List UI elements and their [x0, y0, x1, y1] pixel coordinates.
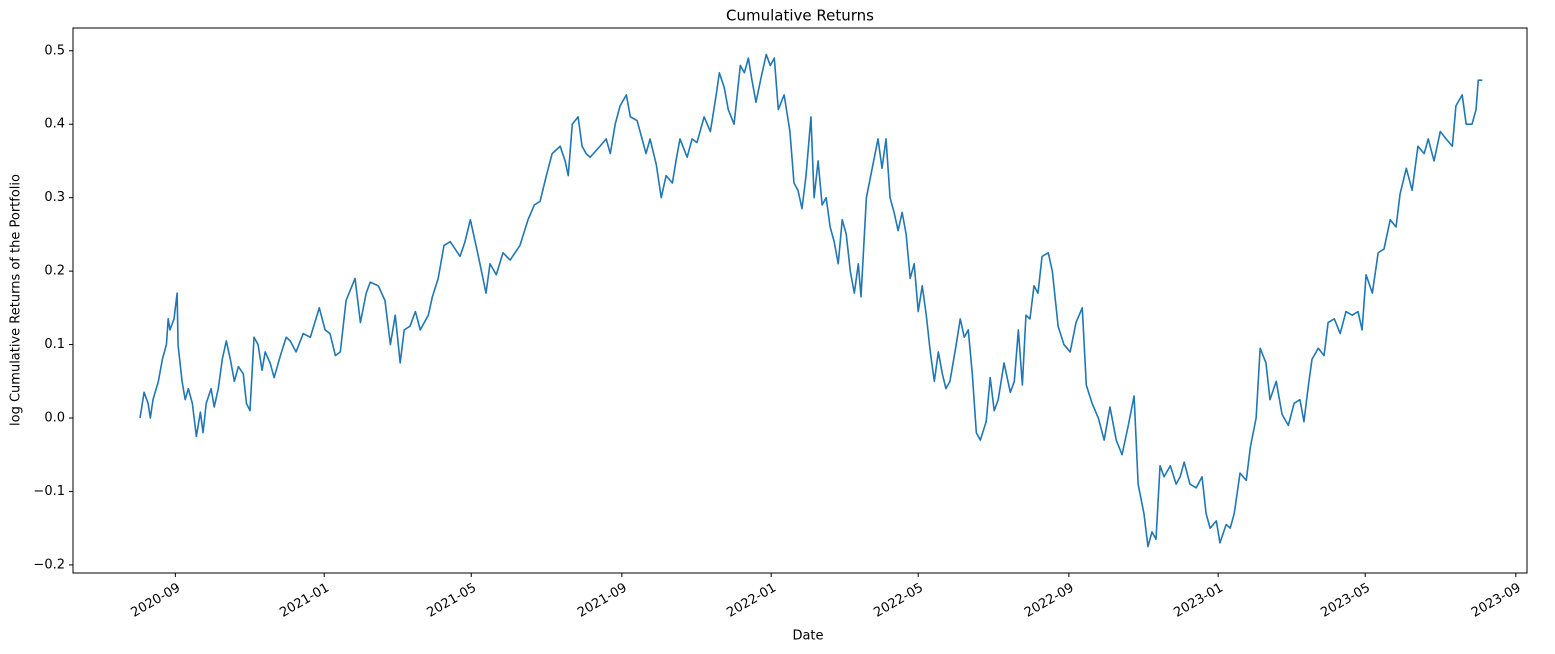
x-tick-label: 2021-05 [424, 581, 479, 621]
x-tick-label: 2023-01 [1171, 581, 1226, 621]
y-tick-label: 0.0 [44, 411, 65, 426]
x-axis-label: Date [792, 629, 823, 644]
x-tick-label: 2022-09 [1022, 581, 1077, 621]
y-tick-label: 0.3 [44, 190, 65, 205]
y-axis-label: log Cumulative Returns of the Portfolio [9, 174, 24, 426]
y-tick-label: −0.1 [33, 484, 65, 499]
plot-frame [72, 27, 1528, 574]
x-tick-label: 2023-09 [1469, 581, 1524, 621]
y-tick-label: −0.2 [33, 557, 65, 572]
x-tick-label: 2021-01 [277, 581, 332, 621]
x-tick-label: 2022-01 [724, 581, 779, 621]
data-line [139, 53, 1483, 548]
x-tick-label: 2021-09 [575, 581, 630, 621]
x-tick-label: 2022-05 [871, 581, 926, 621]
x-tick-label: 2020-09 [129, 581, 184, 621]
y-tick-label: 0.4 [44, 117, 65, 132]
chart-title: Cumulative Returns [726, 7, 874, 25]
y-tick-label: 0.2 [44, 264, 65, 279]
y-tick-label: 0.1 [44, 337, 65, 352]
y-tick-label: 0.5 [44, 43, 65, 58]
x-tick-label: 2023-05 [1318, 581, 1373, 621]
